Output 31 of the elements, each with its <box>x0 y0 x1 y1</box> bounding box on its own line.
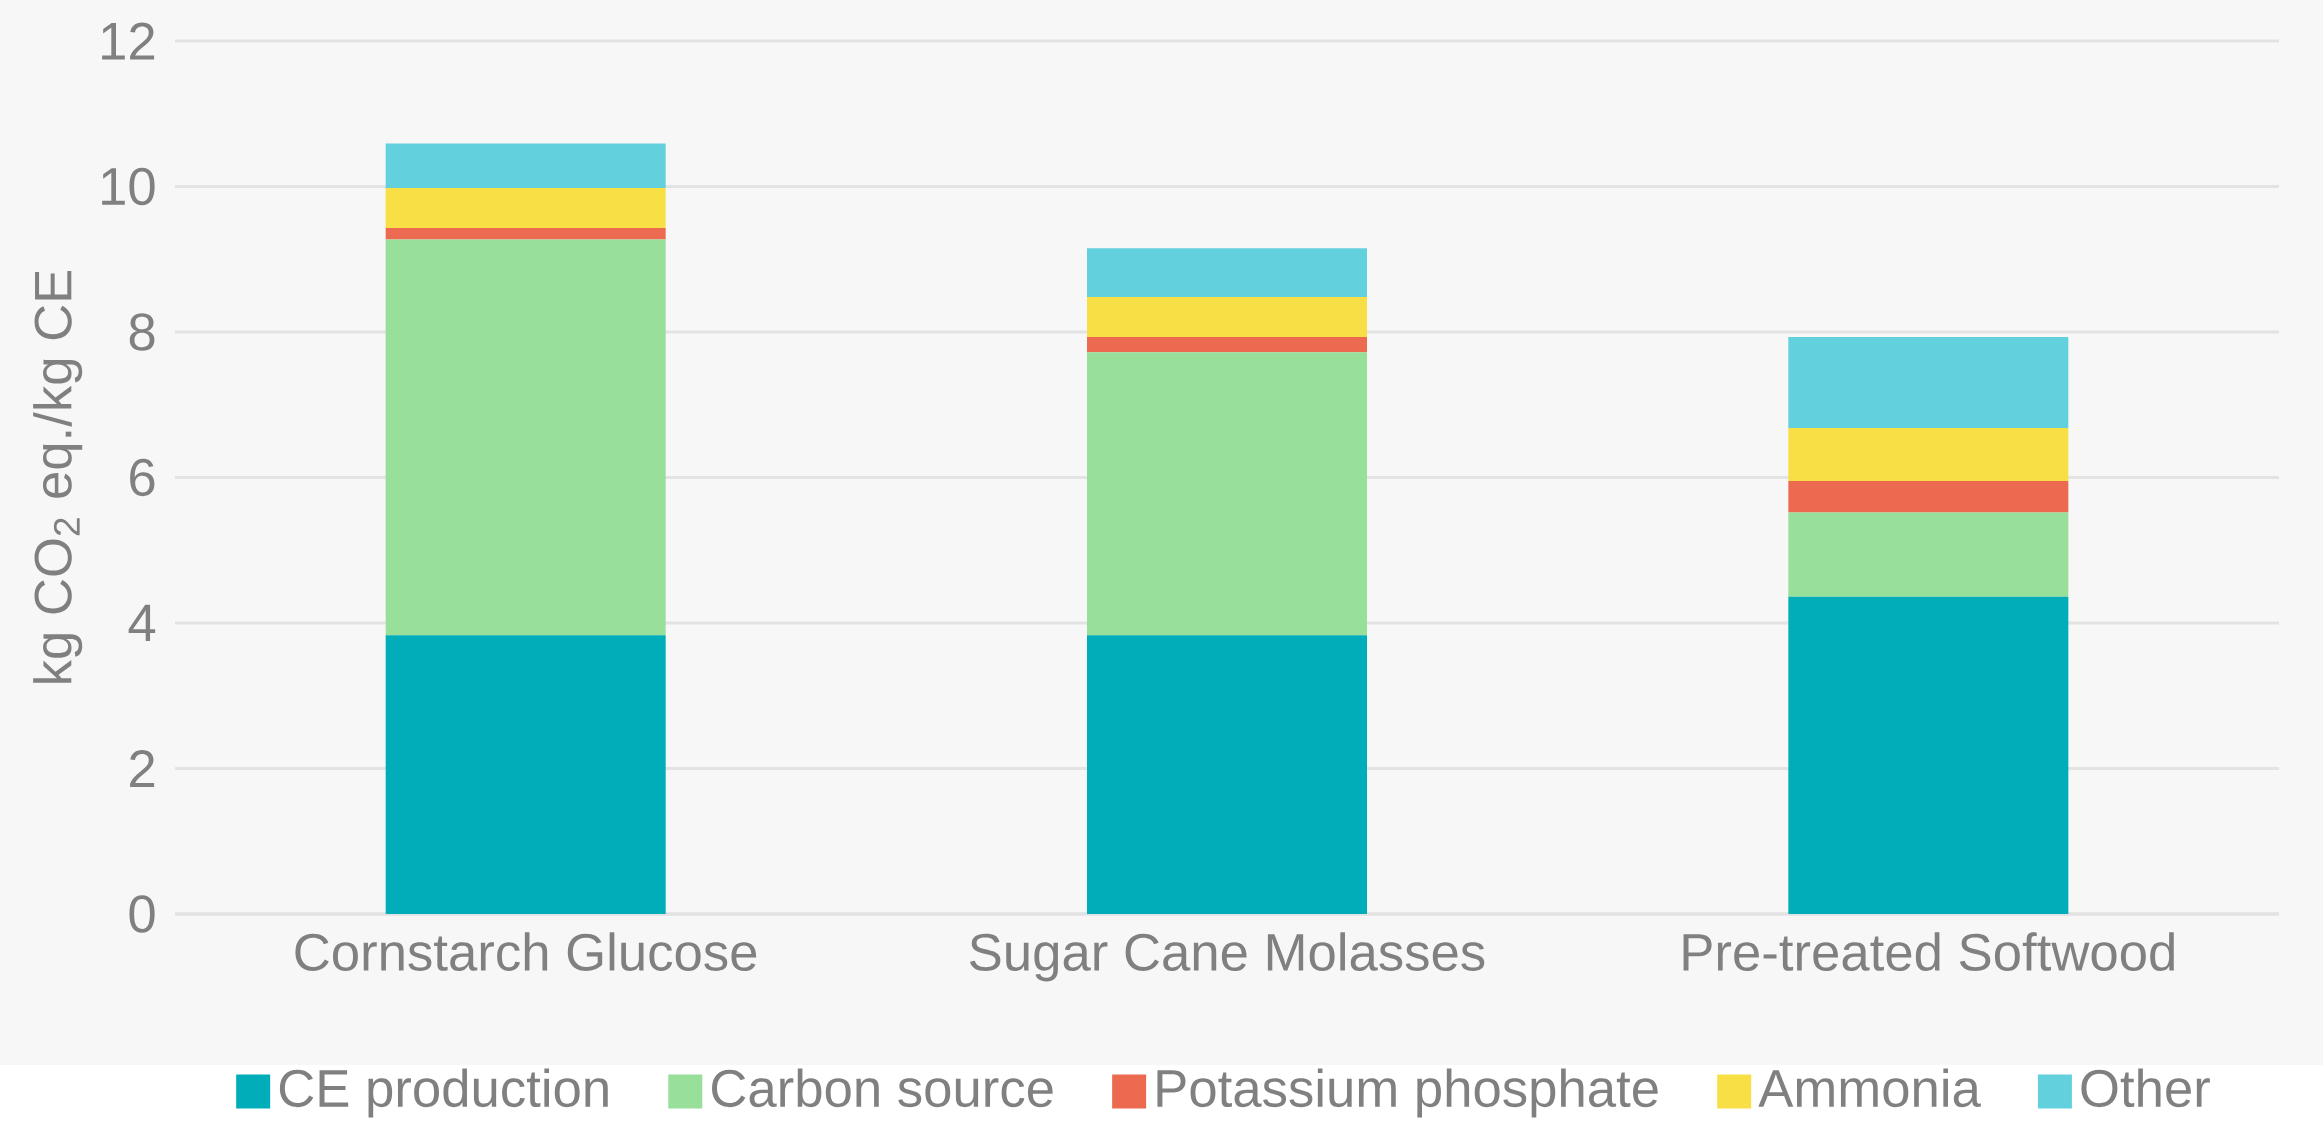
bar <box>1788 481 2069 513</box>
legend-label: Other <box>2081 1068 2210 1108</box>
bar <box>1788 512 2069 597</box>
legend-label: Ammonia <box>1758 1068 1981 1108</box>
y-tick-label: 12 <box>102 22 155 60</box>
legend-label: CE production <box>279 1068 608 1118</box>
bar <box>1087 248 1368 298</box>
legend-label: Potassium phosphate <box>1157 1068 1658 1118</box>
x-tick-label: Pre-treated Softwood <box>1683 932 2174 972</box>
y-tick-label: 2 <box>130 750 155 788</box>
bar <box>1788 337 2069 429</box>
bar <box>385 228 666 240</box>
bar <box>1087 337 1368 353</box>
bar <box>1788 428 2069 482</box>
bar <box>1087 297 1368 338</box>
bar <box>1788 597 2069 915</box>
y-tick-label: 10 <box>102 168 155 206</box>
bar <box>1087 352 1368 636</box>
bar <box>385 188 666 229</box>
x-tick-label: Sugar Cane Molasses <box>970 932 1485 982</box>
legend-label: Carbon source <box>712 1068 1053 1108</box>
x-tick-label: Cornstarch Glucose <box>295 932 757 972</box>
y-tick-label: 4 <box>128 605 156 642</box>
y-tick-label: 6 <box>130 459 155 497</box>
bar <box>385 239 666 636</box>
bar <box>385 143 666 189</box>
bar <box>385 635 666 915</box>
bar <box>1087 635 1368 915</box>
y-tick-label: 8 <box>129 313 155 351</box>
y-tick-label: 0 <box>129 895 155 933</box>
y-axis-title: kg CO$_{2}$ eq./kg CE <box>33 271 83 684</box>
